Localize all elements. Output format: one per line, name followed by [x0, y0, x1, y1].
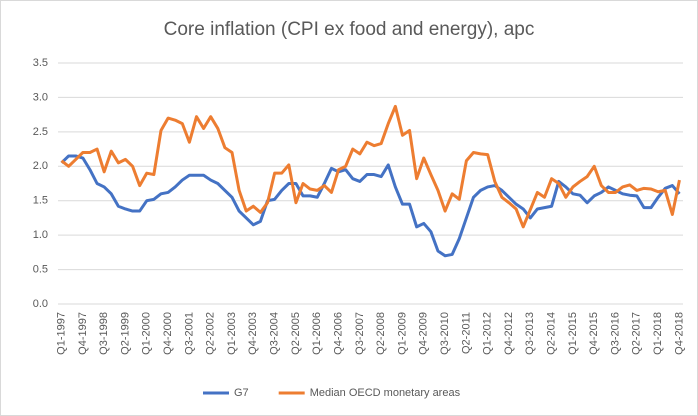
- x-tick-label: Q3-2010: [439, 312, 451, 355]
- chart-title: Core inflation (CPI ex food and energy),…: [164, 19, 535, 40]
- x-tick-label: Q4-2003: [247, 312, 259, 355]
- x-tick-label: Q3-2001: [183, 312, 195, 355]
- x-tick-label: Q3-2016: [609, 312, 621, 355]
- y-tick-label: 0.0: [33, 298, 48, 310]
- x-tick-label: Q1-2003: [226, 312, 238, 355]
- x-tick-label: Q1-2006: [311, 312, 323, 355]
- x-tick-label: Q4-1997: [77, 312, 89, 355]
- x-tick-label: Q3-2007: [354, 312, 366, 355]
- legend-label: Median OECD monetary areas: [310, 387, 461, 399]
- x-tick-label: Q3-1998: [98, 312, 110, 355]
- series-line: [60, 104, 681, 229]
- x-tick-label: Q2-2014: [546, 312, 558, 355]
- x-tick-label: Q2-2002: [205, 312, 217, 355]
- y-tick-label: 2.5: [33, 126, 48, 138]
- x-tick-label: Q4-2015: [588, 312, 600, 355]
- x-tick-label: Q2-2005: [290, 312, 302, 355]
- x-tick-label: Q4-2009: [418, 312, 430, 355]
- x-tick-label: Q3-2004: [269, 312, 281, 355]
- x-tick-label: Q1-2015: [567, 312, 579, 355]
- y-tick-label: 1.5: [33, 195, 48, 207]
- x-tick-label: Q4-2012: [503, 312, 515, 355]
- x-tick-label: Q1-1997: [55, 312, 67, 355]
- x-tick-label: Q4-2018: [673, 312, 685, 355]
- series-line: [60, 154, 681, 258]
- legend-label: G7: [234, 387, 249, 399]
- x-tick-label: Q1-2009: [396, 312, 408, 355]
- x-tick-label: Q4-2000: [162, 312, 174, 355]
- y-tick-label: 3.0: [33, 91, 48, 103]
- x-tick-label: Q1-2012: [482, 312, 494, 355]
- x-tick-label: Q2-2017: [631, 312, 643, 355]
- y-tick-label: 2.0: [33, 160, 48, 172]
- x-tick-label: Q4-2006: [332, 312, 344, 355]
- y-tick-label: 1.0: [33, 229, 48, 241]
- y-tick-label: 0.5: [33, 263, 48, 275]
- x-tick-label: Q2-1999: [119, 312, 131, 355]
- x-tick-label: Q1-2000: [141, 312, 153, 355]
- y-tick-label: 3.5: [33, 57, 48, 69]
- x-tick-label: Q1-2018: [652, 312, 664, 355]
- x-tick-label: Q2-2008: [375, 312, 387, 355]
- x-tick-label: Q3-2013: [524, 312, 536, 355]
- x-tick-label: Q2-2011: [460, 312, 472, 354]
